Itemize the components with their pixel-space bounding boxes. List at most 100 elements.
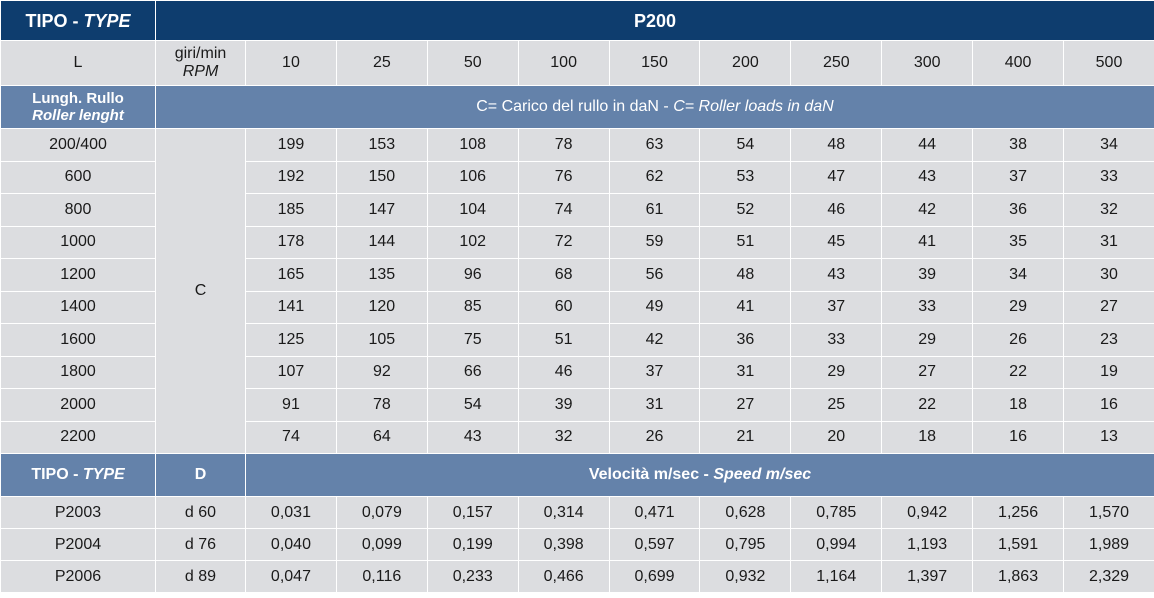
load-value-cell: 199 <box>245 128 337 162</box>
load-row: 200/400 C 199 153 108 78 63 54 48 44 38 34 <box>0 128 1154 454</box>
roller-length-header: Lungh. Rullo Roller lenght <box>0 85 156 129</box>
load-value-cell: 33 <box>881 290 974 324</box>
roller-length-cell: 600 <box>0 160 156 194</box>
load-value-cell: 135 <box>335 258 428 292</box>
load-value-cell: 32 <box>517 420 610 454</box>
speed-value-cell: 0,040 <box>245 528 337 561</box>
load-value-cell: 51 <box>517 323 610 357</box>
rpm-value: 10 <box>245 40 337 86</box>
load-value-cell: 22 <box>972 355 1065 389</box>
speed-value-cell: 0,785 <box>790 496 883 529</box>
load-value-cell: 43 <box>426 420 519 454</box>
diameter-cell: d 89 <box>155 560 246 593</box>
load-value-cell: 56 <box>608 258 701 292</box>
load-value-cell: 20 <box>790 420 883 454</box>
rpm-header-row: L giri/min RPM 10 25 50 100 150 200 250 3… <box>0 40 1154 86</box>
load-value-cell: 64 <box>335 420 428 454</box>
type-cell: P2006 <box>0 560 156 593</box>
type-cell: P2003 <box>0 496 156 529</box>
load-value-cell: 44 <box>881 128 974 162</box>
load-value-cell: 33 <box>790 323 883 357</box>
load-value-cell: 104 <box>426 193 519 227</box>
load-value-cell: 60 <box>517 290 610 324</box>
diameter-cell: d 76 <box>155 528 246 561</box>
type-header: TIPO - TYPE <box>0 0 156 41</box>
speed-value-cell: 0,628 <box>699 496 792 529</box>
load-value-cell: 108 <box>426 128 519 162</box>
load-value-cell: 144 <box>335 225 428 259</box>
load-value-cell: 29 <box>972 290 1065 324</box>
load-value-cell: 54 <box>426 388 519 422</box>
roller-length-cell: 1600 <box>0 323 156 357</box>
load-value-cell: 37 <box>790 290 883 324</box>
speed-value-cell: 0,471 <box>608 496 701 529</box>
speed-value-cell: 0,157 <box>426 496 519 529</box>
load-band-row: Lungh. Rullo Roller lenght C= Carico del … <box>0 85 1154 129</box>
speed-caption: Velocità m/sec - Speed m/sec <box>245 453 1154 497</box>
title-row: TIPO - TYPE P200 <box>0 0 1154 41</box>
load-row: 1400 141 120 85 60 49 41 37 33 29 27 <box>0 290 1154 324</box>
load-value-cell: 37 <box>972 160 1065 194</box>
load-value-cell: 53 <box>699 160 792 194</box>
load-value-cell: 48 <box>699 258 792 292</box>
load-value-cell: 30 <box>1063 258 1154 292</box>
load-value-cell: 52 <box>699 193 792 227</box>
load-value-cell: 59 <box>608 225 701 259</box>
speed-value-cell: 0,466 <box>517 560 610 593</box>
load-value-cell: 92 <box>335 355 428 389</box>
speed-value-cell: 0,047 <box>245 560 337 593</box>
load-value-cell: 42 <box>881 193 974 227</box>
load-value-cell: 96 <box>426 258 519 292</box>
roller-length-cell: 1400 <box>0 290 156 324</box>
speed-value-cell: 0,099 <box>335 528 428 561</box>
speed-value-cell: 1,256 <box>972 496 1065 529</box>
roller-length-cell: 800 <box>0 193 156 227</box>
load-value-cell: 36 <box>972 193 1065 227</box>
load-value-cell: 120 <box>335 290 428 324</box>
load-value-cell: 62 <box>608 160 701 194</box>
speed-value-cell: 1,193 <box>881 528 974 561</box>
load-value-cell: 43 <box>790 258 883 292</box>
load-value-cell: 34 <box>1063 128 1154 162</box>
type-cell: P2004 <box>0 528 156 561</box>
roller-length-cell: 200/400 <box>0 128 156 162</box>
load-value-cell: 46 <box>517 355 610 389</box>
rpm-value: 400 <box>972 40 1065 86</box>
rpm-value: 500 <box>1063 40 1154 86</box>
load-value-cell: 19 <box>1063 355 1154 389</box>
load-value-cell: 47 <box>790 160 883 194</box>
speed-value-cell: 2,329 <box>1063 560 1154 593</box>
load-value-cell: 41 <box>881 225 974 259</box>
speed-value-cell: 1,989 <box>1063 528 1154 561</box>
speed-row: P2004 d 76 0,040 0,099 0,199 0,398 0,597 0,795 0… <box>0 528 1154 561</box>
load-value-cell: 178 <box>245 225 337 259</box>
speed-value-cell: 0,398 <box>517 528 610 561</box>
load-value-cell: 141 <box>245 290 337 324</box>
speed-row: P2003 d 60 0,031 0,079 0,157 0,314 0,471 0,628 0… <box>0 496 1154 529</box>
rpm-value: 300 <box>881 40 974 86</box>
load-value-cell: 43 <box>881 160 974 194</box>
load-value-cell: 31 <box>699 355 792 389</box>
load-caption: C= Carico del rullo in daN - C= Roller l… <box>155 85 1154 129</box>
load-value-cell: 74 <box>245 420 337 454</box>
load-value-cell: 46 <box>790 193 883 227</box>
speed-value-cell: 1,863 <box>972 560 1065 593</box>
load-value-cell: 91 <box>245 388 337 422</box>
load-value-cell: 106 <box>426 160 519 194</box>
load-value-cell: 63 <box>608 128 701 162</box>
speed-value-cell: 0,597 <box>608 528 701 561</box>
load-value-cell: 76 <box>517 160 610 194</box>
load-value-cell: 74 <box>517 193 610 227</box>
roller-length-cell: 1200 <box>0 258 156 292</box>
load-value-cell: 31 <box>608 388 701 422</box>
load-value-cell: 61 <box>608 193 701 227</box>
load-value-cell: 39 <box>517 388 610 422</box>
load-value-cell: 75 <box>426 323 519 357</box>
load-value-cell: 78 <box>335 388 428 422</box>
model-title: P200 <box>155 0 1154 41</box>
speed-value-cell: 1,397 <box>881 560 974 593</box>
load-value-cell: 34 <box>972 258 1065 292</box>
load-value-cell: 38 <box>972 128 1065 162</box>
speed-value-cell: 0,233 <box>426 560 519 593</box>
